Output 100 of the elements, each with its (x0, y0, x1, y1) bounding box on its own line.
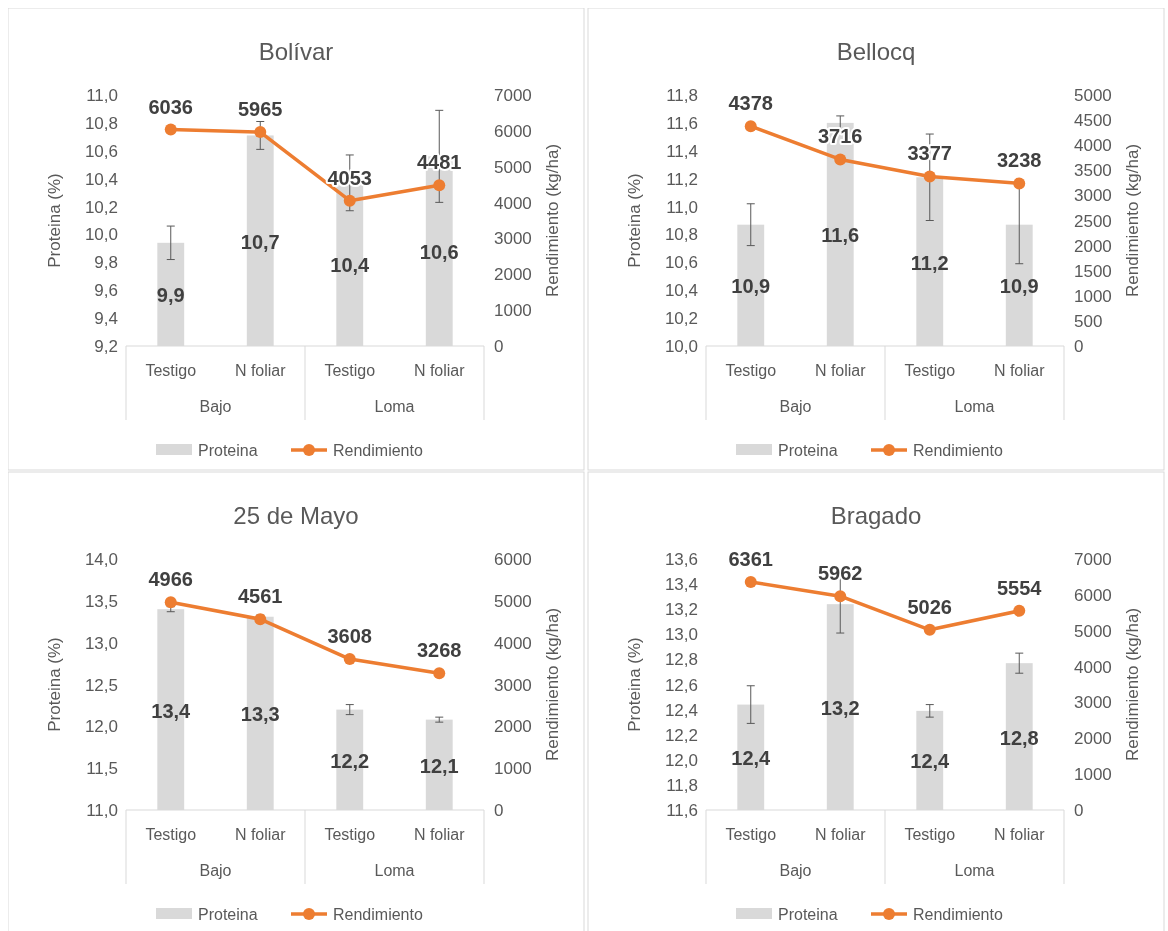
y-tick-label: 10,6 (664, 253, 698, 273)
y2-tick-label: 1000 (1074, 765, 1112, 785)
y-tick-label: 12,6 (664, 675, 698, 695)
y2-tick-label: 5000 (494, 591, 532, 611)
text: Bajo (199, 862, 232, 879)
x-tick-label: N foliar (814, 362, 867, 379)
y-tick-label: 11,6 (666, 801, 698, 820)
x-tick-label: Testigo (145, 362, 197, 379)
y2-axis-title: Rendimiento (kg/ha) (543, 143, 562, 298)
data-label: 3268 (417, 639, 462, 662)
y2-tick-label: 4000 (1074, 136, 1112, 156)
y2-tick-label: 2000 (494, 265, 532, 285)
legend-label: Proteina (778, 906, 838, 923)
x-tick-label: N foliar (234, 826, 287, 843)
y-tick-label: 11,8 (666, 775, 698, 795)
data-label: 5965 (238, 98, 283, 121)
y2-tick-label: 500 (1074, 311, 1103, 331)
y-tick-label: 10,2 (664, 309, 698, 329)
data-label: 11,2 (910, 251, 949, 274)
data-label: 6036 (148, 95, 193, 118)
y-tick-label: 9,4 (94, 309, 118, 329)
data-label: 12,1 (419, 754, 459, 777)
y2-axis-title: Rendimiento (kg/ha) (543, 607, 562, 762)
chart-title: 25 de Mayo (233, 502, 359, 529)
y-tick-label: 11,0 (86, 801, 118, 820)
y-tick-label: 9,2 (94, 337, 118, 356)
x-tick-label: Testigo (904, 826, 956, 843)
data-label: 12,4 (910, 750, 951, 773)
data-label: 12,8 (999, 726, 1039, 749)
y-tick-label: 10,8 (664, 225, 698, 245)
legend-label: Proteina (198, 906, 258, 923)
y2-tick-label: 3000 (494, 229, 532, 249)
x-tick-label: Testigo (145, 826, 197, 843)
y-tick-label: 11,0 (86, 86, 118, 105)
y2-tick-label: 5000 (1074, 86, 1112, 105)
text: Loma (954, 862, 995, 879)
y-tick-label: 10,8 (84, 113, 118, 133)
y2-tick-label: 7000 (494, 86, 532, 105)
text: Bajo (199, 398, 232, 415)
y2-tick-label: 2000 (1074, 729, 1112, 749)
x-tick-label: Testigo (725, 362, 777, 379)
y2-axis-title: Rendimiento (kg/ha) (1123, 607, 1142, 762)
data-label: 13,4 (151, 699, 192, 722)
data-label: 3716 (818, 125, 863, 148)
y2-tick-label: 0 (1074, 337, 1084, 356)
text: Bajo (779, 862, 812, 879)
y-tick-label: 12,5 (84, 675, 118, 695)
data-label: 10,6 (419, 241, 459, 264)
y2-axis-title: Rendimiento (kg/ha) (1123, 143, 1142, 298)
y2-tick-label: 3000 (1074, 693, 1112, 713)
legend-label: Rendimiento (333, 906, 423, 923)
data-label: 3238 (997, 149, 1042, 172)
data-label: 12,2 (330, 749, 370, 772)
data-label: 10,4 (330, 254, 371, 277)
x-tick-label: N foliar (993, 826, 1046, 843)
y-tick-label: 12,0 (664, 750, 698, 770)
y-tick-label: 12,4 (664, 700, 698, 720)
data-label: 13,2 (820, 697, 860, 720)
y2-tick-label: 4000 (494, 633, 532, 653)
data-label: 3608 (327, 625, 372, 648)
data-label: 10,7 (240, 230, 280, 253)
y-tick-label: 10,0 (84, 225, 118, 245)
y2-tick-label: 5000 (494, 157, 532, 177)
data-label: 9,9 (156, 284, 185, 307)
y-tick-label: 13,2 (664, 600, 698, 620)
y-axis-title: Proteina (%) (625, 173, 644, 268)
y-tick-label: 13,0 (664, 625, 698, 645)
y-tick-label: 12,2 (664, 725, 698, 745)
x-tick-label: N foliar (814, 826, 867, 843)
data-label: 4561 (238, 585, 283, 608)
text: Loma (954, 398, 995, 415)
x-tick-label: Testigo (725, 826, 777, 843)
y-tick-label: 9,6 (94, 281, 118, 301)
x-tick-label: N foliar (993, 362, 1046, 379)
y2-tick-label: 4500 (1074, 111, 1112, 131)
y-tick-label: 13,6 (664, 550, 698, 569)
data-label: 10,9 (999, 275, 1039, 298)
y-tick-label: 11,4 (666, 141, 698, 161)
text: Bajo (779, 398, 812, 415)
y-tick-label: 10,2 (84, 197, 118, 217)
y2-tick-label: 1000 (494, 759, 532, 779)
x-tick-label: Testigo (904, 362, 956, 379)
chart-title: Bragado (830, 502, 922, 529)
data-label: 5554 (997, 576, 1043, 599)
y-tick-label: 9,8 (94, 253, 118, 273)
data-label: 10,9 (731, 275, 771, 298)
y-tick-label: 13,5 (84, 591, 118, 611)
data-label: 6361 (728, 547, 773, 570)
x-tick-label: N foliar (234, 362, 287, 379)
y-tick-label: 10,6 (84, 141, 118, 161)
y2-tick-label: 4000 (494, 193, 532, 213)
y-tick-label: 11,2 (666, 169, 698, 189)
y2-tick-label: 1000 (1074, 286, 1112, 306)
y2-tick-label: 5000 (1074, 621, 1112, 641)
data-label: 5026 (907, 595, 952, 618)
y-tick-label: 14,0 (84, 550, 118, 569)
legend-label: Proteina (198, 442, 258, 459)
data-label: 13,3 (240, 703, 280, 726)
y2-tick-label: 3000 (494, 675, 532, 695)
y-axis-title: Proteina (%) (625, 637, 644, 732)
